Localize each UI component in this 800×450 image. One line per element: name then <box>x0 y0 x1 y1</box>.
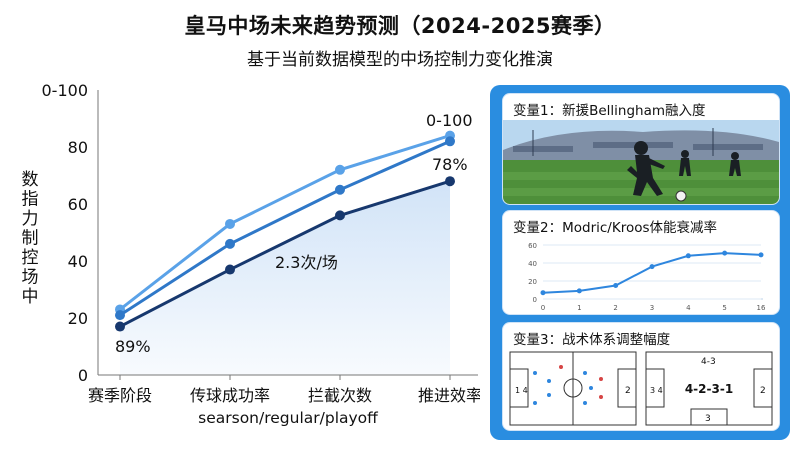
x-tick-label: 传球成功率 <box>190 386 270 405</box>
x-tick-label: 拦截次数 <box>308 386 372 405</box>
mini-data-point <box>649 264 655 270</box>
mini-series-line <box>542 252 762 294</box>
x-axis-label: searson/regular/playoff <box>198 409 378 427</box>
formation-left-right-number: 2 <box>625 386 631 396</box>
bellingham-photo <box>503 120 779 204</box>
series-line-1 <box>119 134 451 311</box>
y-tick-label: 40 <box>68 252 88 271</box>
data-point <box>445 136 455 147</box>
data-point <box>225 264 235 275</box>
formation-right-label: 2 <box>760 386 766 396</box>
chart-subtitle: 基于当前数据模型的中场控制力变化推演 <box>247 50 553 70</box>
y-tick-label: 0-100 <box>42 81 89 100</box>
mini-y-tick-label: 0 <box>533 296 537 304</box>
mini-data-point <box>540 290 546 296</box>
mini-y-tick-label: 20 <box>528 278 537 286</box>
area-fill <box>120 181 450 375</box>
variable-card-2: 变量2：Modric/Kroos体能衰减率 0 20 40 60 0 1 2 3 4 5 16 <box>502 210 780 315</box>
series-line-2 <box>119 139 451 317</box>
mini-y-tick-label: 60 <box>528 242 537 250</box>
annotation-passes-per-game: 2.3次/场 <box>275 253 338 272</box>
x-tick-label: 赛季阶段 <box>88 386 152 405</box>
mini-x-tick-label: 1 <box>577 304 581 312</box>
mini-data-point <box>758 252 764 258</box>
x-tick-label: 推进效率 <box>418 386 480 405</box>
y-tick-label: 80 <box>68 138 88 157</box>
variable-3-title: 变量3：战术体系调整幅度 <box>513 332 671 348</box>
variables-panel: 变量1：新援Bellingham融入度 <box>490 85 790 440</box>
mini-data-point <box>576 288 582 294</box>
mini-x-tick-label: 0 <box>541 304 545 312</box>
annotation-range: 0-100 <box>426 111 473 130</box>
annotation-78pct: 78% <box>432 155 468 174</box>
variable-card-3: 变量3：战术体系调整幅度 1 4 2 4-3 4-2-3-1 3 4 <box>502 322 780 431</box>
variable-2-title: 变量2：Modric/Kroos体能衰减率 <box>513 220 717 236</box>
variable-card-1: 变量1：新援Bellingham融入度 <box>502 93 780 205</box>
annotation-89pct: 89% <box>115 337 151 356</box>
chart-title: 皇马中场未来趋势预测（2024-2025赛季） <box>184 14 616 38</box>
mini-data-point <box>722 250 728 256</box>
data-point <box>115 321 125 332</box>
football <box>675 190 687 202</box>
series-line-3 <box>119 179 451 328</box>
y-tick-label: 0 <box>78 366 88 385</box>
data-point <box>115 310 125 321</box>
formation-left-label: 3 4 <box>650 386 663 395</box>
formation-left-diagram: 1 4 2 <box>509 351 637 426</box>
mini-x-tick-label: 3 <box>650 304 654 312</box>
mini-x-tick-label: 4 <box>686 304 691 312</box>
mini-x-tick-label: 5 <box>722 304 726 312</box>
data-point <box>225 238 235 249</box>
player-silhouette <box>627 141 665 196</box>
mini-data-point <box>613 283 619 288</box>
mini-y-tick-label: 40 <box>528 260 537 268</box>
formation-right-diagram: 4-3 4-2-3-1 3 4 2 3 <box>645 351 773 426</box>
formation-bottom-label: 3 <box>705 414 711 424</box>
fatigue-line-chart: 0 20 40 60 0 1 2 3 4 5 16 <box>528 242 766 312</box>
y-tick-label: 60 <box>68 195 88 214</box>
formation-top-label: 4-3 <box>701 357 716 367</box>
data-point <box>225 218 235 229</box>
y-axis-label: 数指力制控场中 <box>22 170 39 307</box>
y-tick-label: 20 <box>68 309 88 328</box>
formation-left-left-number: 1 4 <box>515 386 528 395</box>
variable-1-title: 变量1：新援Bellingham融入度 <box>513 103 706 119</box>
data-point <box>335 184 345 195</box>
mini-x-tick-label: 2 <box>613 304 617 312</box>
mini-x-tick-label: 16 <box>757 304 766 312</box>
main-line-chart: 0 20 40 60 80 0-100 赛季阶段 传球成功率 拦截次数 推进效率 数指力制控场中… <box>22 81 481 427</box>
data-point <box>335 210 345 221</box>
formation-main-label: 4-2-3-1 <box>685 382 733 396</box>
data-point <box>335 164 345 175</box>
data-point <box>445 176 455 187</box>
mini-data-point <box>685 253 691 259</box>
